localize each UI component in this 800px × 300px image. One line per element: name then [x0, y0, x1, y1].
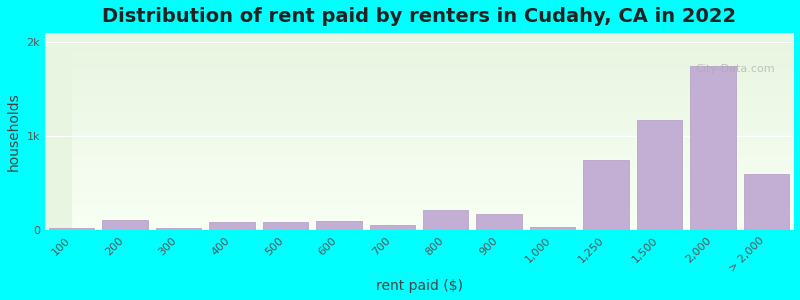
- Bar: [49, 228, 94, 230]
- Bar: [370, 226, 415, 230]
- Bar: [744, 174, 789, 230]
- Bar: [423, 211, 469, 230]
- Text: City-Data.com: City-Data.com: [696, 64, 775, 74]
- Bar: [210, 222, 254, 230]
- Bar: [530, 227, 575, 230]
- Bar: [583, 160, 629, 230]
- X-axis label: rent paid ($): rent paid ($): [375, 279, 462, 293]
- Bar: [102, 220, 148, 230]
- Bar: [477, 214, 522, 230]
- Bar: [316, 221, 362, 230]
- Bar: [690, 66, 736, 230]
- Bar: [156, 228, 202, 230]
- Title: Distribution of rent paid by renters in Cudahy, CA in 2022: Distribution of rent paid by renters in …: [102, 7, 736, 26]
- Bar: [637, 120, 682, 230]
- Bar: [262, 222, 308, 230]
- Y-axis label: households: households: [7, 92, 21, 171]
